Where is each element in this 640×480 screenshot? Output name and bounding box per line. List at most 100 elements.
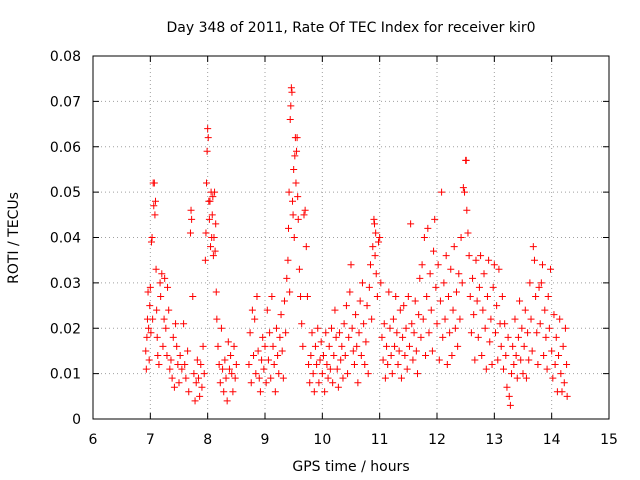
data-point (371, 220, 379, 228)
data-point (405, 342, 413, 350)
data-point (528, 347, 536, 355)
data-point (438, 188, 446, 196)
data-points (142, 84, 571, 409)
data-point (294, 215, 302, 223)
data-point (430, 247, 438, 255)
data-point (511, 315, 519, 323)
data-point (526, 279, 534, 287)
data-point (168, 374, 176, 382)
data-point (442, 252, 450, 260)
data-point (336, 329, 344, 337)
data-point (451, 324, 459, 332)
data-point (353, 342, 361, 350)
data-point (196, 392, 204, 400)
data-point (423, 292, 431, 300)
data-point (271, 388, 279, 396)
data-point (203, 147, 211, 155)
data-point (317, 338, 325, 346)
data-point (325, 342, 333, 350)
data-point (309, 370, 317, 378)
data-point (160, 315, 168, 323)
data-point (261, 342, 269, 350)
data-point (516, 297, 524, 305)
x-tick-label: 15 (600, 432, 618, 448)
data-point (505, 392, 513, 400)
data-point (389, 315, 397, 323)
data-point (544, 292, 552, 300)
data-point (251, 315, 259, 323)
data-point (162, 324, 170, 332)
data-point (428, 347, 436, 355)
data-point (349, 347, 357, 355)
data-point (426, 270, 434, 278)
data-point (151, 197, 159, 205)
data-point (192, 379, 200, 387)
data-point (219, 365, 227, 373)
data-point (518, 324, 526, 332)
grid-lines (93, 56, 609, 419)
data-point (482, 365, 490, 373)
data-point (417, 333, 425, 341)
data-point (231, 374, 239, 382)
data-point (362, 338, 370, 346)
data-point (194, 374, 202, 382)
data-point (178, 365, 186, 373)
data-point (559, 342, 567, 350)
y-tick-label: 0.05 (50, 185, 81, 201)
y-tick-label: 0.07 (50, 94, 81, 110)
data-point (323, 361, 331, 369)
data-point (420, 234, 428, 241)
data-point (386, 324, 394, 332)
data-point (313, 361, 321, 369)
data-point (512, 351, 520, 359)
data-point (146, 283, 154, 291)
data-point (463, 206, 471, 214)
data-point (402, 324, 410, 332)
data-point (186, 229, 194, 237)
data-point (513, 374, 521, 382)
data-point (520, 342, 528, 350)
data-point (446, 329, 454, 337)
data-point (200, 370, 208, 378)
data-point (315, 379, 323, 387)
data-point (174, 361, 182, 369)
data-point (155, 361, 163, 369)
data-point (381, 374, 389, 382)
data-point (274, 351, 282, 359)
x-tick-label: 13 (485, 432, 503, 448)
data-point (355, 329, 363, 337)
data-point (457, 234, 465, 241)
data-point (469, 274, 477, 282)
data-point (259, 333, 267, 341)
data-point (324, 374, 332, 382)
data-point (449, 306, 457, 314)
data-point (224, 338, 232, 346)
data-point (286, 116, 294, 124)
data-point (563, 361, 571, 369)
data-point (532, 292, 540, 300)
data-point (191, 397, 199, 405)
data-point (247, 379, 255, 387)
data-point (225, 365, 233, 373)
data-point (303, 292, 311, 300)
data-point (432, 283, 440, 291)
data-point (153, 333, 161, 341)
data-point (392, 292, 400, 300)
data-point (506, 401, 514, 409)
data-point (163, 351, 171, 359)
data-point (377, 279, 385, 287)
data-point (208, 211, 216, 219)
data-point (416, 274, 424, 282)
data-point (169, 333, 177, 341)
data-point (290, 165, 298, 173)
data-point (151, 211, 159, 219)
data-point (478, 351, 486, 359)
data-point (483, 292, 491, 300)
data-point (418, 261, 426, 269)
data-point (425, 329, 433, 337)
data-point (495, 265, 503, 273)
data-point (216, 379, 224, 387)
data-point (441, 315, 449, 323)
data-point (408, 320, 416, 328)
data-point (346, 288, 354, 296)
